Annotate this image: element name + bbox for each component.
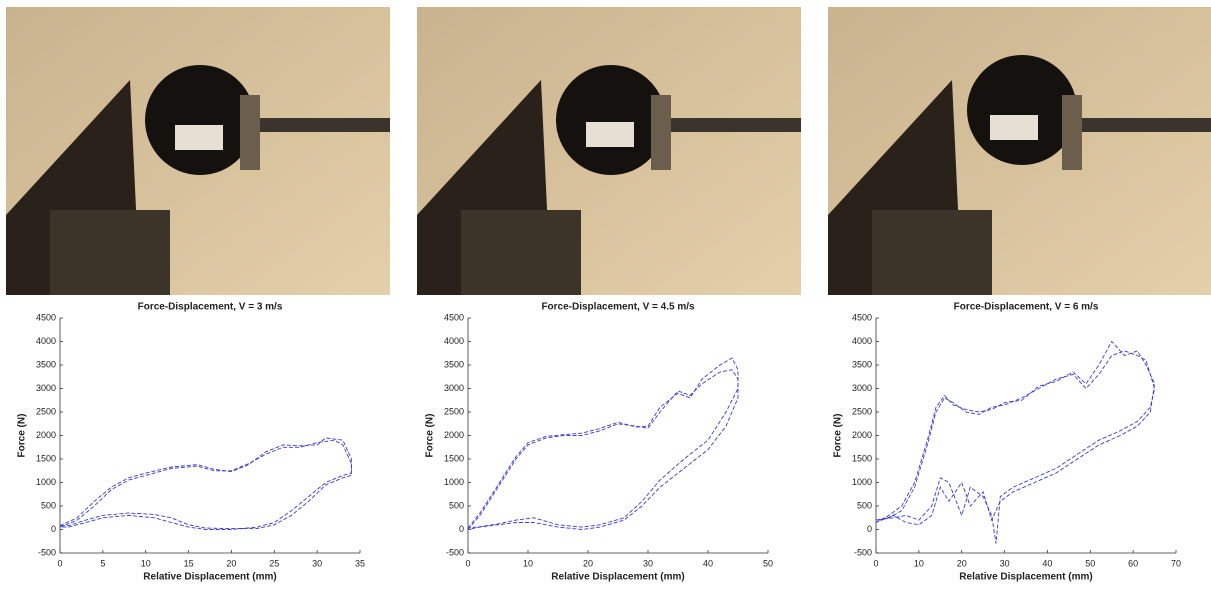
y-tick-label: 1500 bbox=[852, 453, 872, 463]
x-tick-label: 30 bbox=[643, 558, 653, 568]
x-tick-label: 10 bbox=[523, 558, 533, 568]
series-line bbox=[59, 437, 352, 530]
x-axis-label: Relative Displacement (mm) bbox=[551, 572, 684, 583]
x-tick-label: 5 bbox=[100, 558, 105, 568]
y-tick-label: -500 bbox=[854, 547, 872, 557]
x-tick-label: 50 bbox=[763, 558, 773, 568]
x-tick-label: 0 bbox=[465, 558, 470, 568]
x-tick-label: 15 bbox=[184, 558, 194, 568]
y-tick-label: 1000 bbox=[36, 477, 56, 487]
y-tick-label: 4000 bbox=[852, 336, 872, 346]
y-tick-label: 3500 bbox=[36, 359, 56, 369]
chart-title: Force-Displacement, V = 3 m/s bbox=[138, 302, 283, 313]
series-line bbox=[467, 369, 739, 530]
y-tick-label: 2500 bbox=[36, 406, 56, 416]
chart-title: Force-Displacement, V = 6 m/s bbox=[954, 302, 1099, 313]
x-axis-label: Relative Displacement (mm) bbox=[959, 572, 1092, 583]
photo bbox=[828, 7, 1211, 295]
chart-title: Force-Displacement, V = 4.5 m/s bbox=[541, 302, 695, 313]
x-tick-label: 40 bbox=[703, 558, 713, 568]
series-line bbox=[875, 340, 1156, 526]
x-tick-label: 50 bbox=[1085, 558, 1095, 568]
y-tick-label: 3500 bbox=[444, 359, 464, 369]
y-tick-label: 2000 bbox=[444, 430, 464, 440]
x-tick-label: 0 bbox=[873, 558, 878, 568]
y-axis-label: Force (N) bbox=[17, 414, 28, 458]
y-tick-label: 2500 bbox=[444, 406, 464, 416]
y-axis-label: Force (N) bbox=[833, 414, 844, 458]
y-tick-label: 3000 bbox=[852, 383, 872, 393]
x-tick-label: 10 bbox=[914, 558, 924, 568]
y-tick-label: -500 bbox=[446, 547, 464, 557]
y-tick-label: 1000 bbox=[444, 477, 464, 487]
y-tick-label: 3500 bbox=[852, 359, 872, 369]
y-tick-label: 4500 bbox=[36, 312, 56, 322]
x-tick-label: 20 bbox=[957, 558, 967, 568]
y-tick-label: 4000 bbox=[444, 336, 464, 346]
x-tick-label: 70 bbox=[1171, 558, 1181, 568]
x-tick-label: 10 bbox=[141, 558, 151, 568]
y-tick-label: 0 bbox=[51, 524, 56, 534]
x-tick-label: 35 bbox=[355, 558, 365, 568]
y-axis-label: Force (N) bbox=[425, 414, 436, 458]
x-axis-label: Relative Displacement (mm) bbox=[143, 572, 276, 583]
series-line bbox=[467, 357, 739, 529]
x-tick-label: 30 bbox=[312, 558, 322, 568]
y-tick-label: 4000 bbox=[36, 336, 56, 346]
x-tick-label: 0 bbox=[57, 558, 62, 568]
y-tick-label: 1000 bbox=[852, 477, 872, 487]
series-line bbox=[59, 439, 352, 530]
photo bbox=[417, 7, 801, 295]
y-tick-label: 1500 bbox=[36, 453, 56, 463]
y-tick-label: 500 bbox=[41, 500, 56, 510]
y-tick-label: 2500 bbox=[852, 406, 872, 416]
x-tick-label: 20 bbox=[226, 558, 236, 568]
x-tick-label: 25 bbox=[269, 558, 279, 568]
y-tick-label: 4500 bbox=[444, 312, 464, 322]
y-tick-label: 1500 bbox=[444, 453, 464, 463]
series-line bbox=[875, 350, 1156, 544]
x-tick-label: 20 bbox=[583, 558, 593, 568]
x-tick-label: 60 bbox=[1128, 558, 1138, 568]
y-tick-label: 2000 bbox=[36, 430, 56, 440]
y-tick-label: 3000 bbox=[36, 383, 56, 393]
y-tick-label: 4500 bbox=[852, 312, 872, 322]
y-tick-label: 0 bbox=[867, 524, 872, 534]
y-tick-label: 2000 bbox=[852, 430, 872, 440]
y-tick-label: 0 bbox=[459, 524, 464, 534]
x-tick-label: 40 bbox=[1042, 558, 1052, 568]
x-tick-label: 30 bbox=[1000, 558, 1010, 568]
y-tick-label: 3000 bbox=[444, 383, 464, 393]
photo bbox=[6, 7, 390, 295]
y-tick-label: -500 bbox=[38, 547, 56, 557]
y-tick-label: 500 bbox=[449, 500, 464, 510]
y-tick-label: 500 bbox=[857, 500, 872, 510]
